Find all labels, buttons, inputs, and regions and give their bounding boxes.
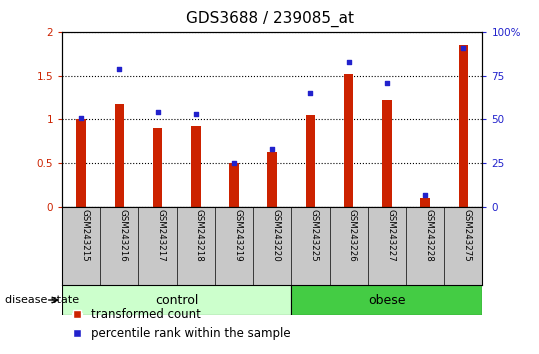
- Point: [268, 147, 277, 152]
- Point: [230, 160, 238, 166]
- Point: [191, 112, 200, 117]
- Bar: [306, 115, 315, 207]
- Bar: [291, 285, 482, 315]
- Text: GSM243216: GSM243216: [119, 210, 128, 262]
- Bar: [229, 163, 239, 207]
- Point: [383, 80, 391, 86]
- Legend: transformed count, percentile rank within the sample: transformed count, percentile rank withi…: [68, 303, 296, 344]
- Bar: [382, 100, 392, 207]
- Text: GSM243220: GSM243220: [272, 210, 280, 262]
- Text: control: control: [155, 293, 198, 307]
- Text: obese: obese: [368, 293, 406, 307]
- Bar: [420, 198, 430, 207]
- Bar: [77, 120, 86, 207]
- Bar: [267, 152, 277, 207]
- Text: GDS3688 / 239085_at: GDS3688 / 239085_at: [185, 11, 354, 27]
- Bar: [191, 126, 201, 207]
- Point: [421, 192, 430, 198]
- Point: [77, 115, 85, 121]
- Text: GSM243217: GSM243217: [157, 210, 166, 262]
- Text: disease state: disease state: [5, 295, 80, 305]
- Text: GSM243225: GSM243225: [309, 210, 319, 262]
- Text: GSM243275: GSM243275: [462, 210, 472, 262]
- Point: [344, 59, 353, 64]
- Point: [459, 45, 468, 51]
- Bar: [344, 74, 354, 207]
- Text: GSM243219: GSM243219: [233, 210, 242, 262]
- Point: [153, 110, 162, 115]
- Bar: [153, 128, 162, 207]
- Point: [115, 66, 123, 72]
- Text: GSM243218: GSM243218: [195, 210, 204, 262]
- Bar: [114, 104, 124, 207]
- Text: GSM243227: GSM243227: [386, 210, 395, 262]
- Bar: [459, 45, 468, 207]
- Point: [306, 90, 315, 96]
- Text: GSM243228: GSM243228: [424, 210, 433, 262]
- Text: GSM243226: GSM243226: [348, 210, 357, 262]
- Bar: [62, 285, 291, 315]
- Text: GSM243215: GSM243215: [80, 210, 89, 262]
